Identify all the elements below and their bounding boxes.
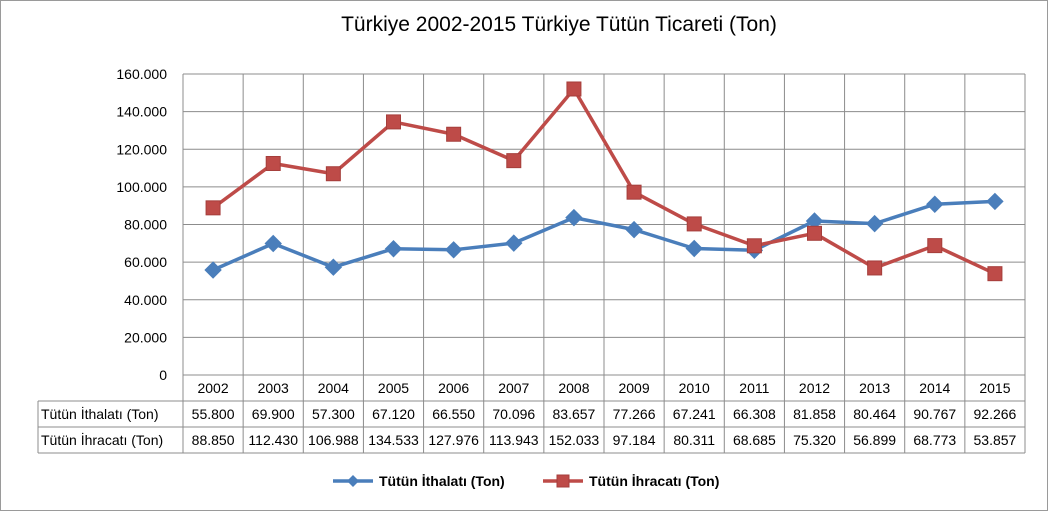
x-tick-label: 2007 [498, 380, 529, 396]
data-point [446, 126, 462, 142]
data-point [506, 153, 522, 169]
data-point [324, 258, 343, 276]
y-tick-label: 120.000 [116, 141, 167, 157]
x-tick-label: 2008 [558, 380, 589, 396]
legend-marker [347, 475, 359, 487]
table-series-name: Tütün İthalatı (Ton) [41, 405, 159, 422]
legend-marker [556, 474, 570, 488]
data-point [746, 238, 762, 254]
x-tick-label: 2004 [318, 380, 349, 396]
data-point [927, 238, 943, 254]
grid-lines [182, 73, 1026, 453]
data-point [566, 81, 582, 97]
data-point [625, 220, 643, 239]
table-data-label: 83.657 [553, 406, 596, 422]
y-tick-label: 60.000 [124, 254, 167, 270]
data-point [807, 225, 822, 241]
table-data-label: 53.857 [974, 432, 1017, 448]
x-tick-label: 2002 [197, 380, 228, 396]
table-data-label: 68.773 [913, 432, 956, 448]
y-tick-label: 20.000 [124, 329, 167, 345]
y-tick-label: 80.000 [124, 217, 167, 233]
data-point [986, 192, 1004, 211]
table-data-label: 80.464 [853, 406, 896, 422]
table-data-label: 112.430 [248, 432, 298, 448]
series-line-2 [212, 87, 996, 276]
data-point [265, 155, 281, 171]
table-data-label: 88.850 [192, 432, 235, 448]
data-point [926, 195, 944, 213]
y-tick-label: 140.000 [116, 104, 167, 120]
data-point [685, 239, 703, 258]
x-tick-label: 2013 [859, 380, 890, 396]
table-data-label: 97.184 [613, 432, 656, 448]
x-tick-label: 2003 [258, 380, 289, 396]
table-data-label: 90.767 [913, 406, 956, 422]
data-point [444, 241, 463, 259]
data-point [987, 266, 1003, 282]
data-point [626, 184, 642, 200]
x-tick-label: 2010 [679, 380, 710, 396]
x-tick-label: 2009 [618, 380, 649, 396]
table-data-label: 57.300 [312, 406, 355, 422]
data-point [205, 200, 221, 216]
x-tick-label: 2005 [378, 380, 409, 396]
table-data-label: 68.685 [733, 432, 776, 448]
x-tick-label: 2015 [979, 380, 1010, 396]
table-series-name: Tütün İhracatı (Ton) [41, 431, 163, 448]
table-data-label: 66.550 [432, 406, 475, 422]
table-data-label: 80.311 [673, 432, 715, 448]
y-tick-label: 40.000 [124, 292, 167, 308]
data-table: 2002 2003 2004 2005 2006 2007 2008 2009 2010 2011… [37, 374, 1025, 454]
series-layer [204, 81, 1004, 282]
table-data-label: 55.800 [192, 406, 235, 422]
data-point [204, 261, 222, 279]
table-data-label: 127.976 [428, 432, 479, 448]
y-tick-label: 0 [159, 367, 167, 383]
y-tick-label: 100.000 [116, 179, 167, 195]
table-data-label: 106.988 [308, 432, 359, 448]
data-point [264, 234, 282, 253]
data-point [686, 216, 702, 232]
y-axis-tick-labels: 0 20.000 40.000 60.000 80.000 100.000 120.000 1… [116, 66, 167, 383]
data-point [325, 166, 341, 182]
table-data-label: 92.266 [974, 406, 1017, 422]
chart-title: Türkiye 2002-2015 Türkiye Tütün Ticareti… [341, 13, 777, 36]
table-data-label: 70.096 [492, 406, 535, 422]
series-line-1 [212, 199, 996, 272]
data-point [867, 260, 883, 276]
x-tick-label: 2006 [438, 380, 469, 396]
data-point [505, 234, 523, 252]
table-data-label: 77.266 [613, 406, 656, 422]
table-data-label: 56.899 [853, 432, 896, 448]
table-data-label: 69.900 [252, 406, 295, 422]
table-data-label: 75.320 [793, 432, 836, 448]
legend-label: Tütün İhracatı (Ton) [589, 473, 719, 489]
x-tick-label: 2011 [739, 380, 769, 396]
x-tick-label: 2014 [919, 380, 950, 396]
table-data-label: 113.943 [489, 432, 539, 448]
data-point [565, 208, 583, 227]
x-tick-label: 2012 [799, 380, 830, 396]
legend: Tütün İthalatı (Ton) Tütün İhracatı (Ton) [333, 473, 719, 489]
legend-label: Tütün İthalatı (Ton) [379, 473, 505, 489]
data-point [386, 114, 401, 130]
table-data-label: 152.033 [549, 432, 600, 448]
data-point [384, 240, 403, 258]
table-data-label: 67.120 [372, 406, 415, 422]
table-data-label: 66.308 [733, 406, 776, 422]
table-data-label: 134.533 [368, 432, 419, 448]
y-tick-label: 160.000 [116, 66, 167, 82]
table-data-label: 67.241 [673, 406, 716, 422]
table-data-label: 81.858 [793, 406, 836, 422]
data-point [865, 214, 884, 233]
